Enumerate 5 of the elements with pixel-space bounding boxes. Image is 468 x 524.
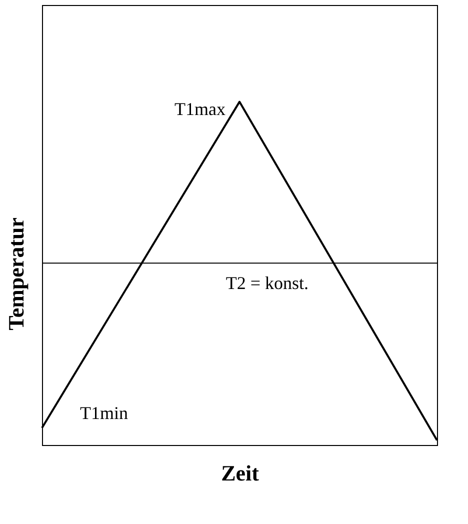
annotation: T1min [80,402,128,423]
annotation: T1max [174,98,226,119]
ref-line-label: T2 = konst. [226,273,308,294]
y-axis-title: Temperatur [4,217,28,330]
x-axis-title: Zeit [221,460,260,486]
